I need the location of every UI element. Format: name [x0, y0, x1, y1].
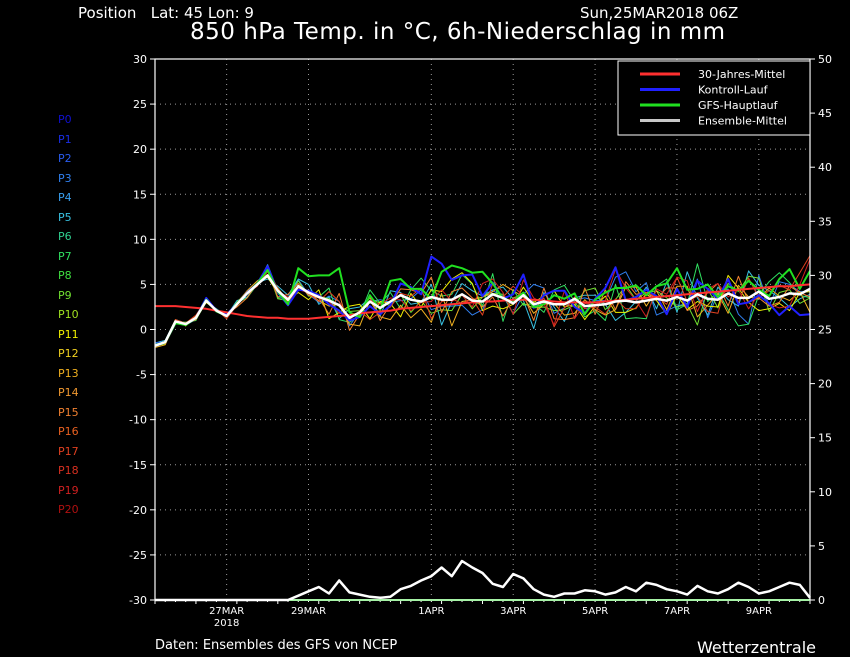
- y-left-tick-label: -15: [129, 459, 147, 472]
- brand-label: Wetterzentrale: [697, 638, 817, 657]
- series-ensemble-mittel-left: [154, 274, 811, 347]
- series-ensemble-mittel-right: [155, 559, 811, 602]
- position-label: Position Lat: 45 Lon: 9: [78, 4, 254, 22]
- member-label-p6: P6: [58, 230, 72, 243]
- legend-label: Kontroll-Lauf: [698, 84, 769, 97]
- chart-title: 850 hPa Temp. in °C, 6h-Niederschlag in …: [190, 19, 726, 45]
- member-label-p3: P3: [58, 171, 72, 185]
- y-left-tick-label: -10: [129, 414, 147, 427]
- member-label-p7: P7: [58, 249, 72, 263]
- axis-ticks: 302520151050-5-10-15-20-25-3050454035302…: [129, 53, 832, 629]
- member-label-p10: P10: [58, 308, 79, 321]
- y-right-tick-label: 50: [818, 53, 832, 66]
- y-right-tick-label: 45: [818, 107, 832, 120]
- x-tick-sublabel: 2018: [214, 618, 239, 629]
- member-label-p18: P18: [58, 464, 79, 477]
- member-label-p1: P1: [58, 132, 72, 146]
- series-layer: [154, 255, 811, 602]
- y-left-tick-label: 30: [133, 53, 147, 66]
- y-right-tick-label: 20: [818, 378, 832, 391]
- legend-label: GFS-Hauptlauf: [698, 99, 779, 112]
- plot-frame: [154, 58, 811, 601]
- y-right-tick-label: 40: [818, 161, 832, 174]
- y-right-tick-label: 25: [818, 324, 832, 337]
- x-tick-label: 27MAR: [209, 606, 244, 617]
- member-label-p0: P0: [58, 113, 72, 126]
- y-left-tick-label: 10: [133, 233, 147, 246]
- series-kontroll-lauf-left: [154, 255, 811, 345]
- x-tick-label: 3APR: [500, 606, 526, 617]
- y-right-tick-label: 15: [818, 432, 832, 445]
- y-right-tick-label: 0: [818, 594, 825, 607]
- x-tick-label: 1APR: [418, 606, 444, 617]
- member-label-p14: P14: [58, 386, 79, 399]
- x-tick-label: 5APR: [582, 606, 608, 617]
- grid: [155, 59, 810, 600]
- member-label-p11: P11: [58, 327, 79, 341]
- y-left-tick-label: -20: [129, 504, 147, 517]
- member-label-p16: P16: [58, 425, 79, 438]
- y-left-tick-label: 0: [140, 324, 147, 337]
- member-label-p13: P13: [58, 366, 79, 380]
- ensemble-member-list: P0 P1 P2 P3 P4 P5 P6 P7 P8 P9 P10 P11 P12 P13 P14 P15 P1…: [58, 110, 79, 520]
- legend: 30-Jahres-Mittel Kontroll-Lauf GFS-Hauptla…: [617, 60, 811, 136]
- run-datetime: Sun,25MAR2018 06Z: [580, 4, 739, 22]
- series-gfs-hauptlauf-left: [154, 264, 811, 346]
- y-left-tick-label: -30: [129, 594, 147, 607]
- y-left-tick-label: 20: [133, 143, 147, 156]
- member-label-p15: P15: [58, 405, 79, 419]
- member-label-p19: P19: [58, 483, 79, 497]
- y-left-tick-label: 25: [133, 98, 147, 111]
- legend-label: Ensemble-Mittel: [698, 115, 787, 128]
- member-label-p2: P2: [58, 152, 72, 165]
- member-label-p20: P20: [58, 503, 79, 516]
- y-right-tick-label: 10: [818, 486, 832, 499]
- y-left-tick-label: 5: [140, 278, 147, 291]
- legend-label: 30-Jahres-Mittel: [698, 68, 785, 81]
- x-tick-label: 9APR: [746, 606, 772, 617]
- y-left-tick-label: 15: [133, 188, 147, 201]
- x-tick-label: 7APR: [664, 606, 690, 617]
- member-label-p4: P4: [58, 191, 72, 204]
- member-label-p12: P12: [58, 347, 79, 360]
- y-right-tick-label: 35: [818, 215, 832, 228]
- data-source-label: Daten: Ensembles des GFS von NCEP: [155, 638, 398, 653]
- y-left-tick-label: -5: [136, 369, 147, 382]
- y-left-tick-label: -25: [129, 549, 147, 562]
- y-right-tick-label: 30: [818, 269, 832, 282]
- member-label-p8: P8: [58, 269, 72, 282]
- member-label-p9: P9: [58, 288, 72, 302]
- x-tick-label: 29MAR: [291, 606, 326, 617]
- member-label-p5: P5: [58, 210, 72, 224]
- y-right-tick-label: 5: [818, 540, 825, 553]
- member-label-p17: P17: [58, 444, 79, 458]
